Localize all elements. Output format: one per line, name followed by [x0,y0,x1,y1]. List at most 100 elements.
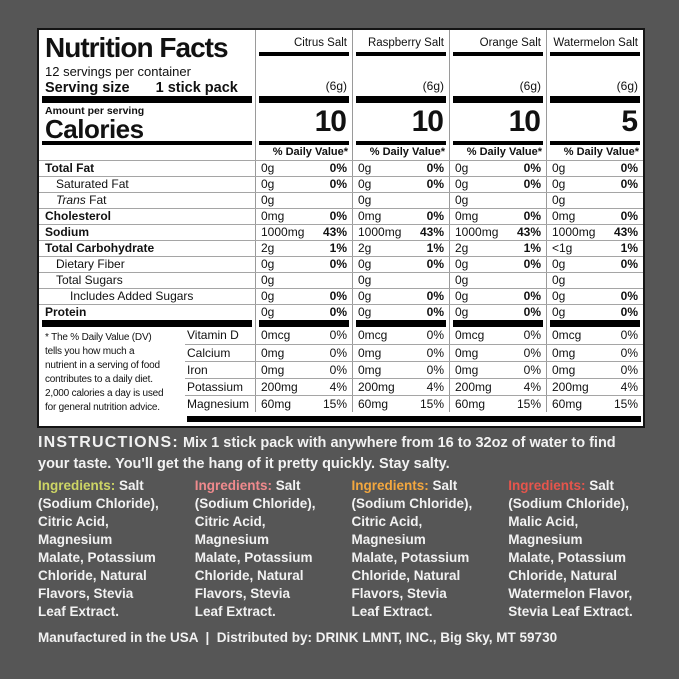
nutrient-amount: 0g [261,257,275,271]
ingredients-column: Ingredients: Salt (Sodium Chloride), Mal… [508,478,633,619]
calories-left: Amount per serving Calories [39,103,255,144]
nutrient-amount: 0g [455,273,469,287]
calories-value: 10 [255,103,352,141]
vitamin-amount: 60mg [261,397,292,411]
nutrient-dv: 0% [426,161,444,175]
daily-value-header: % Daily Value* [255,145,352,160]
bottom-divider-bar [187,416,641,422]
nutrition-facts-panel: Nutrition Facts 12 servings per containe… [37,28,645,428]
ingredients-column: Ingredients: Salt (Sodium Chloride), Cit… [38,478,159,619]
nutrient-amount: 0g [552,161,566,175]
vitamin-dv: 0% [620,328,638,342]
vitamin-amount: 0mg [552,363,576,377]
vitamin-amount: 200mg [455,380,492,394]
nutrient-amount: 0mg [358,209,382,223]
nutrient-value-cell: 0g 0% [255,177,352,192]
vitamin-value-cell: 60mg 15% [546,396,643,412]
vitamin-amount: 0mg [261,363,285,377]
nutrient-value-cell: 0g 0% [449,305,546,320]
nutrient-name: Dietary Fiber [56,257,125,271]
daily-value-header-spacer [39,145,255,160]
nutrient-dv: 0% [426,305,444,319]
nutrient-dv: 43% [419,225,444,239]
vitamin-value-cell: 200mg 4% [546,379,643,395]
nutrient-dv: 1% [523,241,541,255]
vitamin-amount: 60mg [552,397,583,411]
calories-value: 10 [352,103,449,141]
vitamin-amount: 200mg [552,380,589,394]
nutrient-dv: 1% [426,241,444,255]
vitamin-amount: 200mg [358,380,395,394]
nutrient-amount: 0g [358,193,372,207]
nutrient-value-cell: 0g 0% [352,289,449,304]
divider-bar [352,320,449,327]
nutrition-facts-title: Nutrition Facts [45,32,229,63]
vitamin-rows: Vitamin D 0mcg 0% 0mcg 0% 0mcg 0% 0mcg 0% Calcium… [185,327,643,415]
divider-bar [255,96,352,103]
nutrient-value-cell: 0mg 0% [255,209,352,224]
nutrient-amount: 0g [358,305,372,319]
ingredients-label: Ingredients: [508,478,586,493]
divider-bar [356,52,446,56]
serving-grams: (6g) [519,79,541,93]
nutrient-dv: 0% [620,289,638,303]
nutrient-name: Sodium [45,225,89,239]
divider-bar [255,141,352,145]
nutrient-value-cell: 0g 0% [255,289,352,304]
flavor-column-header: Raspberry Salt (6g) [352,30,449,96]
nutrient-row: Total Carbohydrate 2g 1% 2g 1% 2g 1% <1g 1% [39,240,643,256]
flavor-name: Watermelon Salt [553,37,638,49]
nutrient-row: Dietary Fiber 0g 0% 0g 0% 0g 0% 0g 0% [39,256,643,272]
vitamin-value-cell: 0mg 0% [546,362,643,378]
vitamin-dv: 4% [426,380,444,394]
divider-bar [550,52,640,56]
nutrient-amount: 0g [455,161,469,175]
flavor-column-header: Watermelon Salt (6g) [546,30,643,96]
nutrient-dv: 0% [523,177,541,191]
divider-bar [546,320,643,327]
nutrient-amount: 2g [358,241,372,255]
nutrient-amount: 0g [552,289,566,303]
nutrient-name: Cholesterol [45,209,112,223]
nutrient-amount: 0g [552,305,566,319]
vitamin-dv: 0% [426,346,444,360]
nutrient-row: Cholesterol 0mg 0% 0mg 0% 0mg 0% 0mg 0% [39,208,643,224]
nutrient-dv: 1% [329,241,347,255]
nutrient-dv: 0% [523,289,541,303]
vitamin-name: Magnesium [187,397,250,411]
calories-label: Calories [45,114,144,144]
nutrient-dv: 0% [523,257,541,271]
nutrient-name: Total Carbohydrate [45,241,155,255]
nutrient-amount: 0mg [552,209,576,223]
instructions-text: INSTRUCTIONS: Mix 1 stick pack with anyw… [38,432,650,475]
serving-grams: (6g) [325,79,347,93]
serving-grams: (6g) [422,79,444,93]
nutrient-amount: 0mg [455,209,479,223]
vitamin-dv: 0% [620,363,638,377]
daily-value-header-row: % Daily Value* % Daily Value* % Daily Va… [39,145,643,160]
daily-value-header: % Daily Value* [352,145,449,160]
nutrient-amount: 0g [261,161,275,175]
nutrient-value-cell: 0g 0% [449,161,546,176]
vitamin-amount: 0mg [358,346,382,360]
vitamin-value-cell: 0mg 0% [255,345,352,361]
nutrient-value-cell: 2g 1% [255,241,352,256]
nutrient-amount: 0g [455,257,469,271]
nutrient-rows: Total Fat 0g 0% 0g 0% 0g 0% 0g 0% Saturated Fat 0g… [39,160,643,320]
nutrient-value-cell: 0g [449,273,546,288]
divider-bar [449,96,546,103]
vitamin-amount: 200mg [261,380,298,394]
vitamin-dv: 15% [613,397,638,411]
nutrient-amount: 0g [358,257,372,271]
nutrient-amount: <1g [552,241,573,255]
nutrient-name: Saturated Fat [56,177,129,191]
vitamin-amount: 60mg [455,397,486,411]
ingredients-column: Ingredients: Salt (Sodium Chloride), Cit… [351,478,473,619]
daily-value-header: % Daily Value* [546,145,643,160]
daily-value-header: % Daily Value* [449,145,546,160]
divider-bar [449,141,546,145]
nutrient-dv: 0% [620,161,638,175]
nutrient-value-cell: 1000mg 43% [352,225,449,240]
nutrient-amount: 0g [358,273,372,287]
